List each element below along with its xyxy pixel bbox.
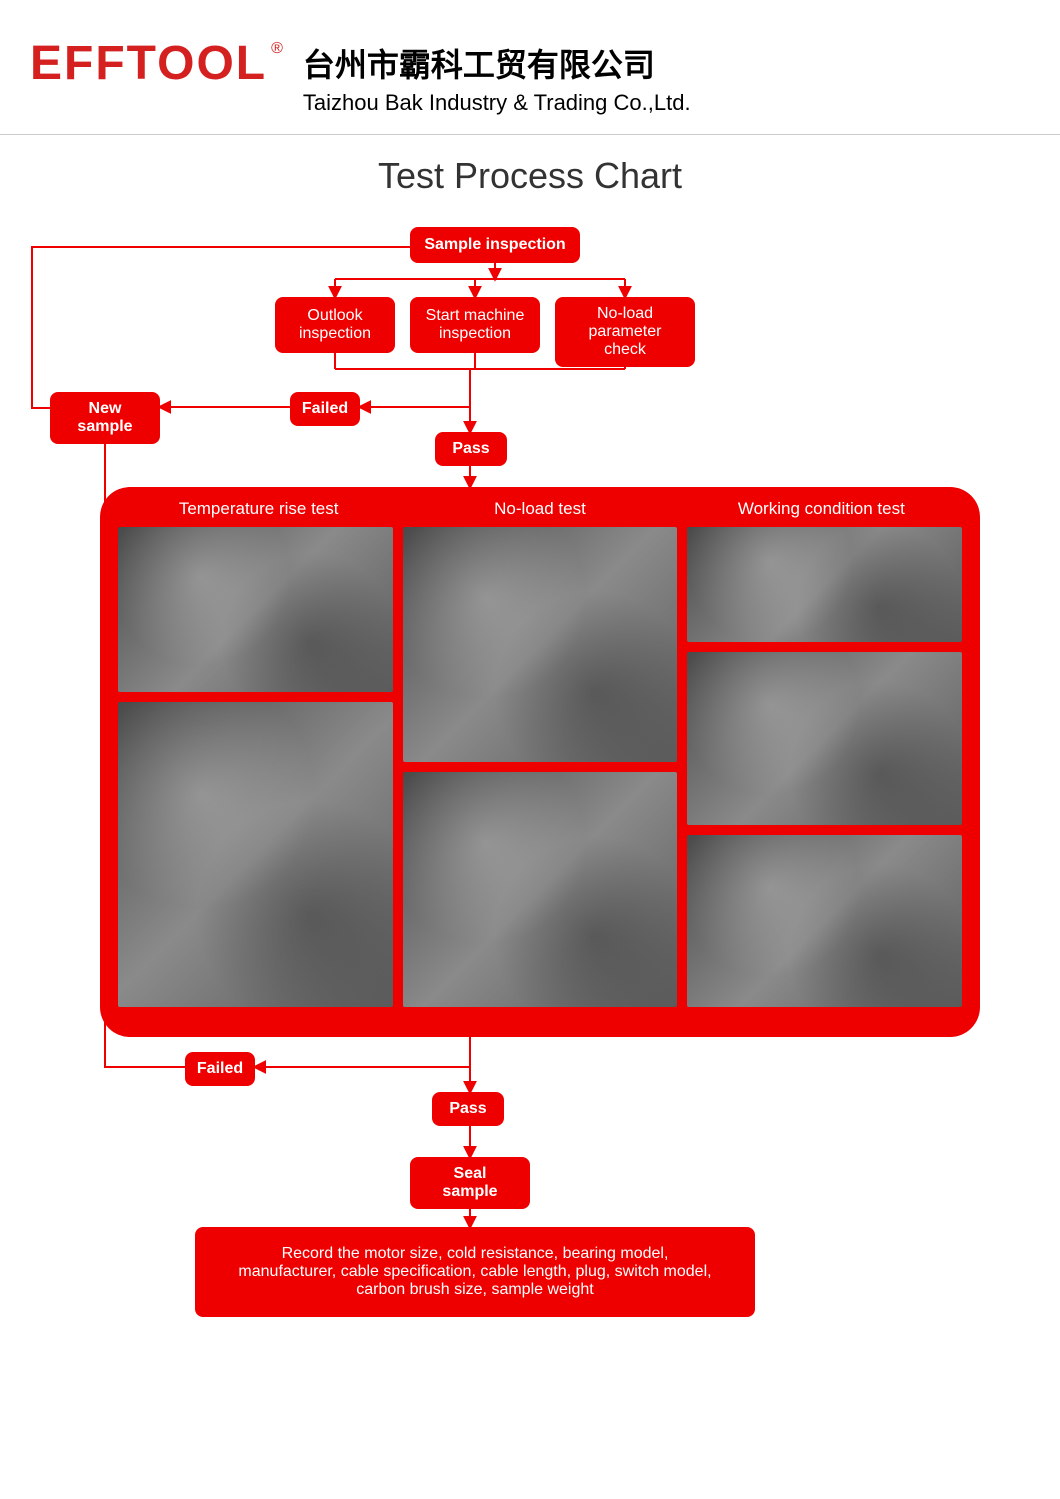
photo-noload-2 (403, 772, 678, 1007)
panel-col-3 (687, 527, 962, 1007)
node-outlook: Outlook inspection (275, 297, 395, 353)
page-title: Test Process Chart (0, 155, 1060, 197)
panel-header-noload: No-load test (399, 499, 680, 519)
company-block: 台州市霸科工贸有限公司 Taizhou Bak Industry & Tradi… (303, 40, 691, 116)
node-failed2: Failed (185, 1052, 255, 1086)
photo-work-1 (687, 527, 962, 642)
photo-work-2 (687, 652, 962, 825)
panel-col-1 (118, 527, 393, 1007)
header-divider (0, 134, 1060, 135)
photo-temp-1 (118, 527, 393, 692)
logo: EFFTOOL® (30, 40, 283, 88)
node-failed1: Failed (290, 392, 360, 426)
panel-grid (118, 527, 962, 1007)
flowchart: Sample inspection Outlook inspection Start… (0, 197, 1060, 1477)
node-seal: Seal sample (410, 1157, 530, 1209)
photo-noload-1 (403, 527, 678, 762)
header: EFFTOOL® 台州市霸科工贸有限公司 Taizhou Bak Industr… (0, 0, 1060, 126)
photo-temp-2 (118, 702, 393, 1008)
panel-header-temp: Temperature rise test (118, 499, 399, 519)
panel-col-2 (403, 527, 678, 1007)
reg-mark: ® (271, 40, 283, 57)
node-pass2: Pass (432, 1092, 504, 1126)
photo-work-3 (687, 835, 962, 1008)
node-record: Record the motor size, cold resistance, … (195, 1227, 755, 1317)
node-start-mach: Start machine inspection (410, 297, 540, 353)
company-name-en: Taizhou Bak Industry & Trading Co.,Ltd. (303, 90, 691, 116)
panel-header-working: Working condition test (681, 499, 962, 519)
node-pass1: Pass (435, 432, 507, 466)
test-photo-panel: Temperature rise test No-load test Worki… (100, 487, 980, 1037)
company-name-cn: 台州市霸科工贸有限公司 (303, 40, 691, 86)
panel-headers: Temperature rise test No-load test Worki… (118, 499, 962, 519)
node-noload-chk: No-load parameter check (555, 297, 695, 367)
logo-text: EFFTOOL (30, 37, 267, 90)
node-sample-inspection: Sample inspection (410, 227, 580, 263)
node-new-sample: New sample (50, 392, 160, 444)
